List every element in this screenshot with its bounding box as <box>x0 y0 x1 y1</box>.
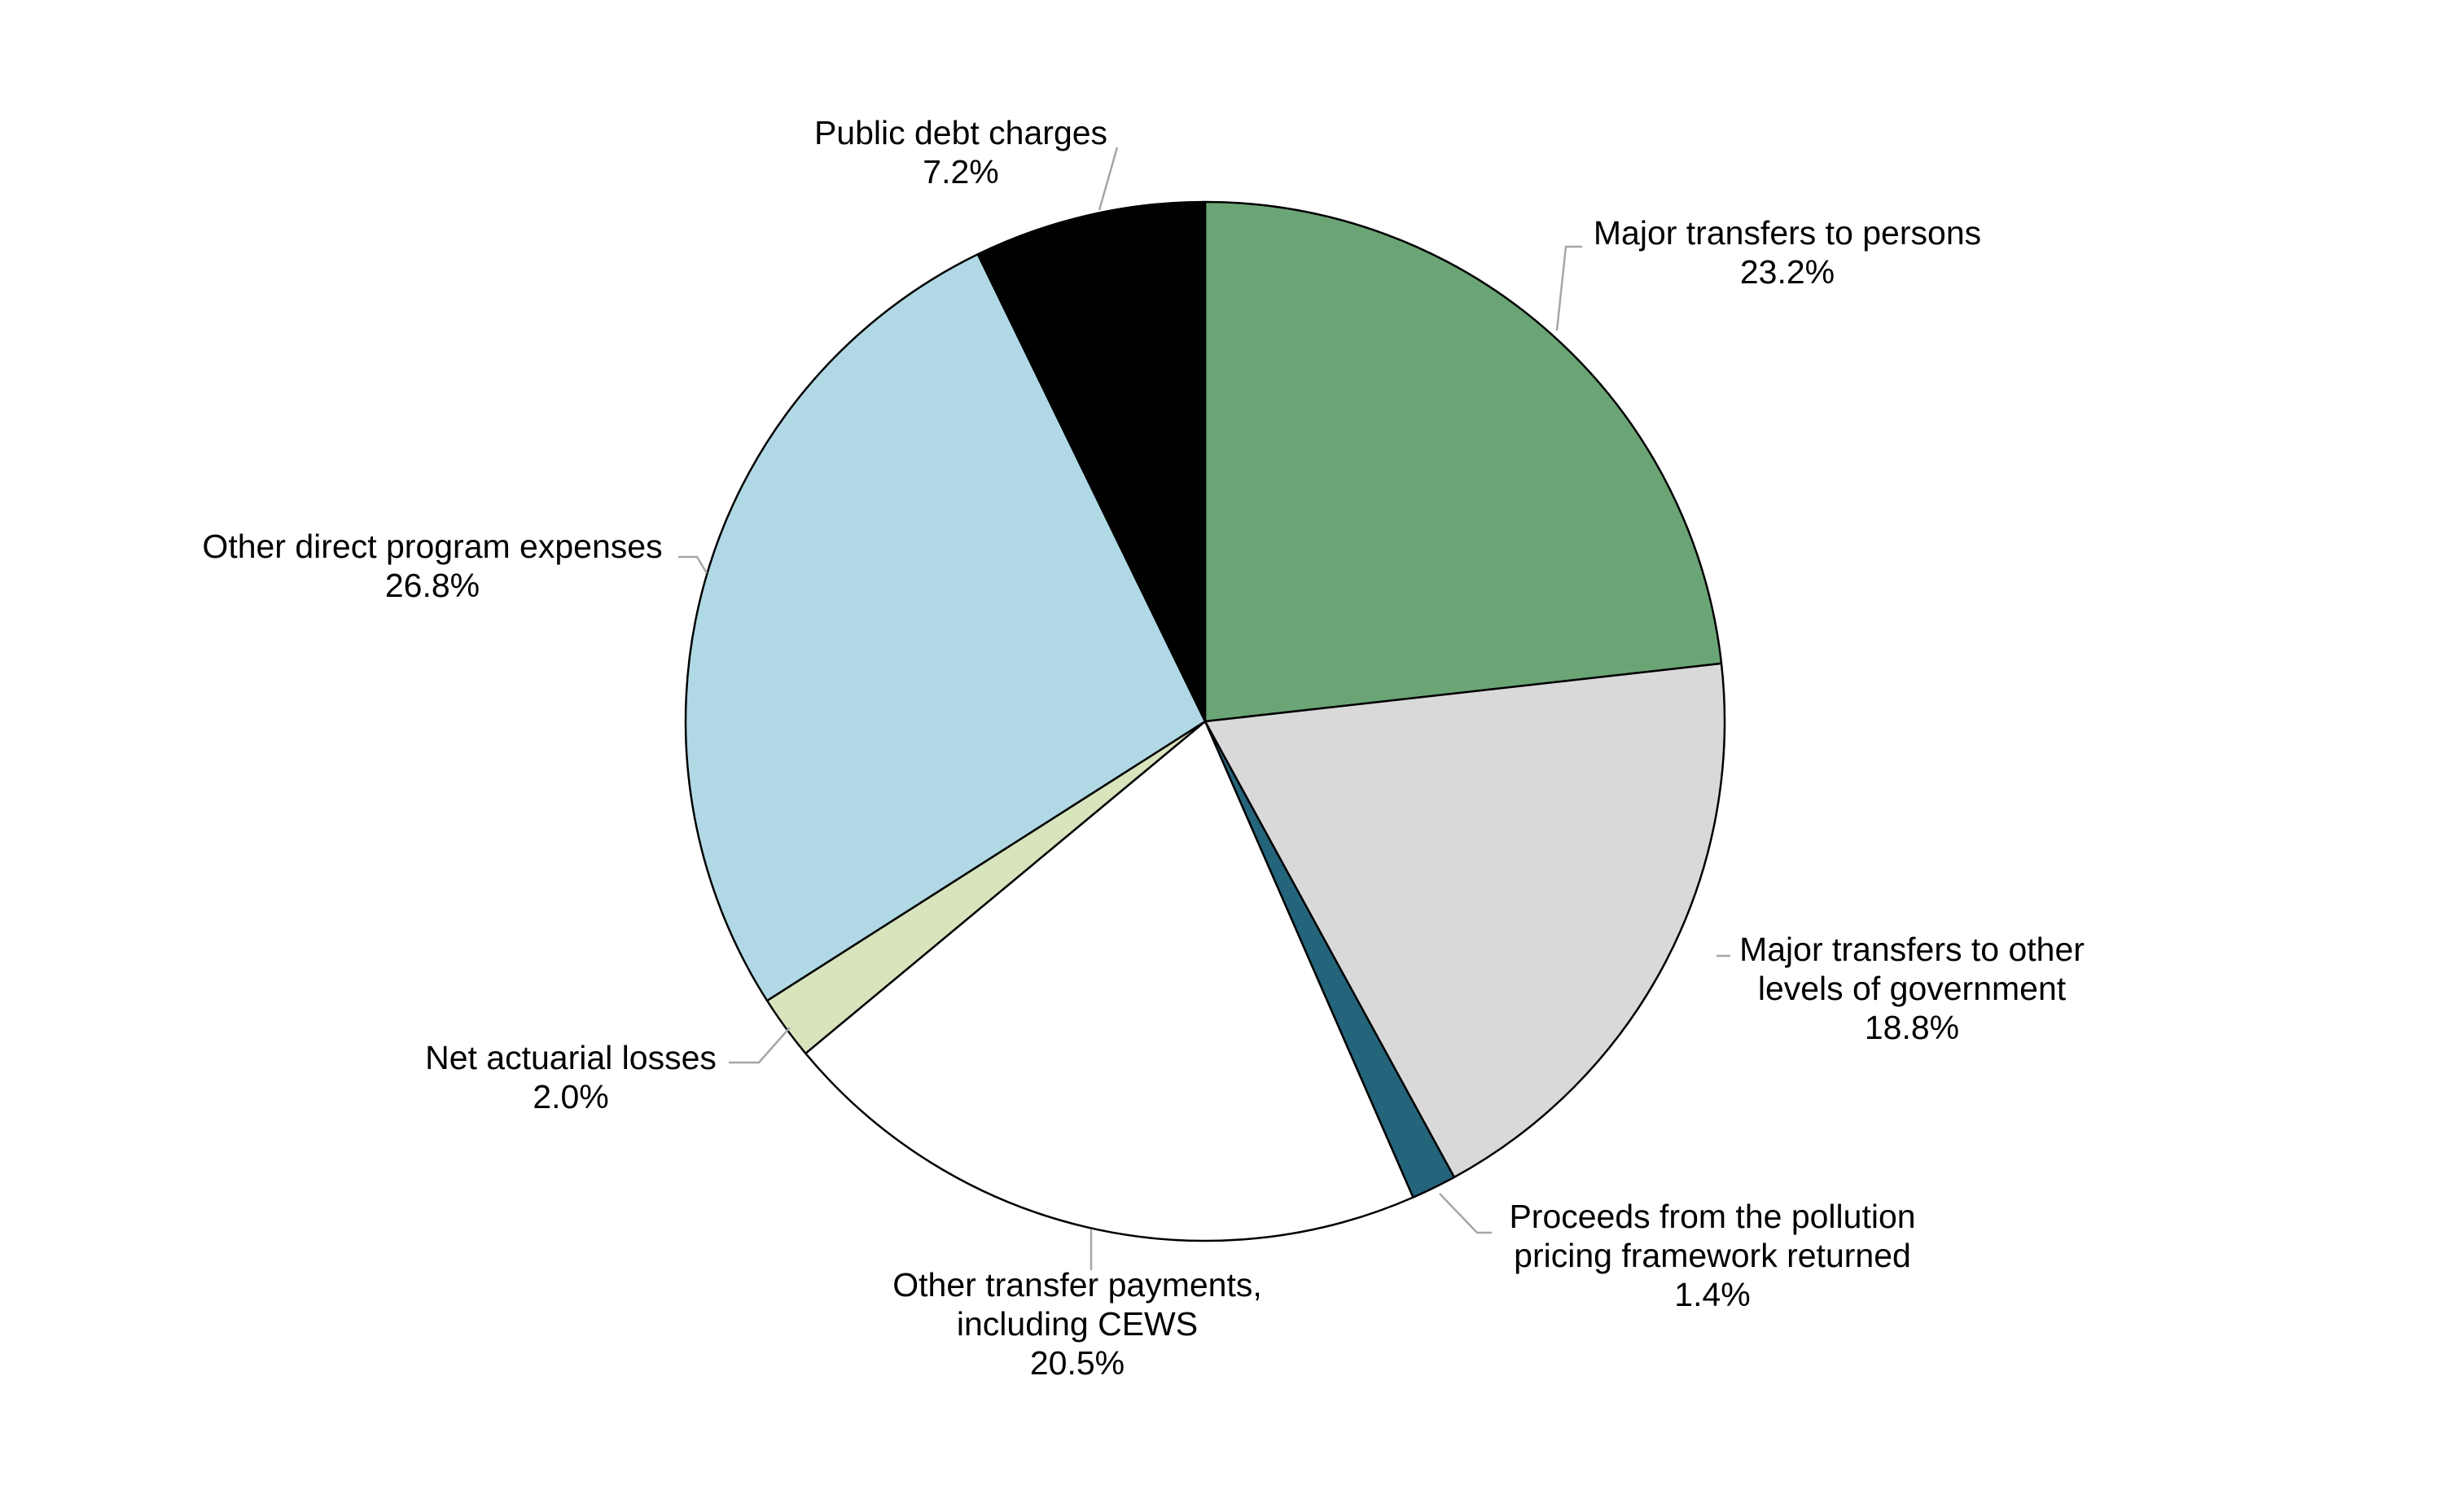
slice-value-label: 18.8% <box>1865 1009 1959 1046</box>
slice-category-label: Major transfers to other <box>1739 931 2085 968</box>
slice-category-label: Major transfers to persons <box>1594 214 1981 252</box>
slice-category-label: levels of government <box>1758 970 2067 1007</box>
pie-slice <box>805 720 1414 1242</box>
slice-label: Major transfers to other levels of govern… <box>1739 931 2085 1046</box>
slice-label: Other transfer payments, including CEWS 20… <box>892 1266 1261 1382</box>
leader-line <box>1555 245 1582 331</box>
slice-value-label: 7.2% <box>923 153 998 191</box>
pie-slices <box>684 200 1726 1242</box>
slice-category-label: Proceeds from the pollution <box>1509 1198 1915 1235</box>
pie-slice <box>976 200 1207 723</box>
slice-label: Major transfers to persons 23.2% <box>1594 214 1981 291</box>
slice-label: Net actuarial losses 2.0% <box>425 1039 717 1115</box>
slice-category-label: including CEWS <box>957 1305 1198 1343</box>
leader-line <box>729 1027 791 1064</box>
pie-slice <box>1204 662 1726 1179</box>
slice-category-label: Public debt charges <box>814 114 1107 151</box>
slice-label: Proceeds from the pollution pricing frame… <box>1509 1198 1915 1313</box>
leader-line <box>1098 147 1119 211</box>
slice-value-label: 26.8% <box>385 567 480 604</box>
slice-category-label: Net actuarial losses <box>425 1039 717 1076</box>
slice-category-label: Other transfer payments, <box>892 1266 1261 1304</box>
pie-slice <box>684 253 1207 1002</box>
slice-label: Public debt charges 7.2% <box>814 114 1107 191</box>
leader-line <box>1439 1193 1492 1234</box>
pie-slice <box>1204 200 1723 723</box>
slice-label: Other direct program expenses 26.8% <box>202 528 662 604</box>
slice-category-label: pricing framework returned <box>1514 1237 1911 1274</box>
leader-lines <box>678 147 1730 1270</box>
slice-labels: Major transfers to persons 23.2%Major tra… <box>202 114 2085 1382</box>
slice-value-label: 23.2% <box>1740 253 1835 291</box>
slice-value-label: 2.0% <box>533 1078 608 1115</box>
slice-category-label: Other direct program expenses <box>202 528 662 565</box>
leader-line <box>678 555 708 574</box>
slice-value-label: 1.4% <box>1674 1276 1750 1313</box>
slice-value-label: 20.5% <box>1030 1344 1125 1382</box>
